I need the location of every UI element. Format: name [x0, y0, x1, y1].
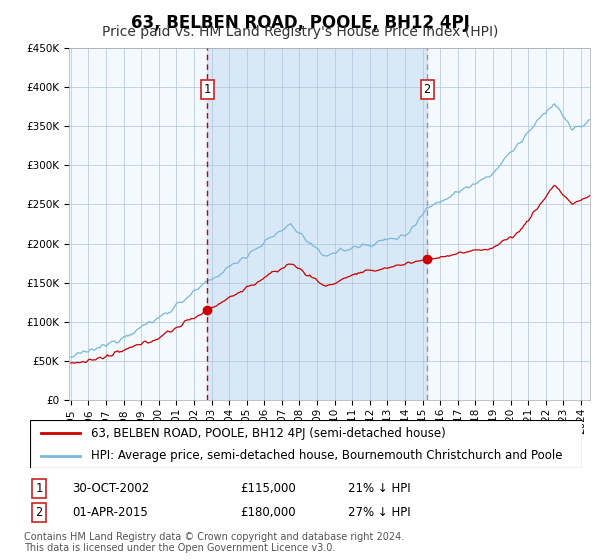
Text: 1: 1 [35, 482, 43, 495]
Text: HPI: Average price, semi-detached house, Bournemouth Christchurch and Poole: HPI: Average price, semi-detached house,… [91, 449, 562, 462]
Text: 2: 2 [424, 83, 431, 96]
Text: 27% ↓ HPI: 27% ↓ HPI [348, 506, 410, 519]
Text: 01-APR-2015: 01-APR-2015 [72, 506, 148, 519]
Text: £115,000: £115,000 [240, 482, 296, 495]
Text: Contains HM Land Registry data © Crown copyright and database right 2024.
This d: Contains HM Land Registry data © Crown c… [24, 531, 404, 553]
Text: 2: 2 [35, 506, 43, 519]
FancyBboxPatch shape [30, 420, 582, 468]
Text: 21% ↓ HPI: 21% ↓ HPI [348, 482, 410, 495]
Text: 1: 1 [203, 83, 211, 96]
Text: Price paid vs. HM Land Registry's House Price Index (HPI): Price paid vs. HM Land Registry's House … [102, 25, 498, 39]
Text: £180,000: £180,000 [240, 506, 296, 519]
Bar [207, 48, 427, 400]
Text: 30-OCT-2002: 30-OCT-2002 [72, 482, 149, 495]
Text: 63, BELBEN ROAD, POOLE, BH12 4PJ: 63, BELBEN ROAD, POOLE, BH12 4PJ [131, 14, 469, 32]
Text: 63, BELBEN ROAD, POOLE, BH12 4PJ (semi-detached house): 63, BELBEN ROAD, POOLE, BH12 4PJ (semi-d… [91, 427, 445, 440]
